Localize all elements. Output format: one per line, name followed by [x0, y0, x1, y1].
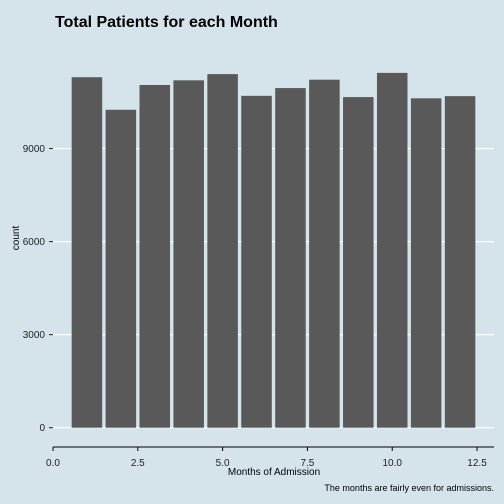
y-axis-label: count	[11, 226, 22, 251]
bar	[173, 80, 204, 428]
bar	[444, 96, 476, 428]
y-tick-label: 0	[39, 423, 45, 434]
x-tick-label: 2.5	[131, 458, 145, 469]
x-tick-label: 5.0	[216, 458, 230, 469]
bar	[309, 79, 340, 428]
bar	[139, 84, 171, 428]
bar	[241, 95, 272, 428]
chart-caption: The months are fairly even for admission…	[324, 483, 494, 493]
bar	[207, 74, 238, 428]
y-axis: 0 3000 6000 9000	[23, 144, 53, 434]
chart-title: Total Patients for each Month	[55, 14, 278, 31]
x-tick-label: 0.0	[46, 458, 60, 469]
x-tick-label: 10.0	[382, 458, 402, 469]
x-tick-label: 12.5	[467, 458, 487, 469]
bars	[71, 72, 476, 428]
bar	[71, 77, 103, 428]
bar	[275, 88, 306, 428]
x-axis: 0.0 2.5 5.0 7.5 10.0 12.5	[46, 446, 494, 469]
x-axis-label: Months of Admission	[228, 467, 320, 478]
x-tick-label: 7.5	[300, 458, 314, 469]
y-tick-label: 6000	[23, 237, 46, 248]
bar	[376, 72, 408, 428]
bar	[105, 109, 137, 428]
bar	[410, 98, 442, 428]
bar	[343, 97, 374, 428]
y-tick-label: 3000	[23, 330, 46, 341]
y-tick-label: 9000	[23, 144, 46, 155]
